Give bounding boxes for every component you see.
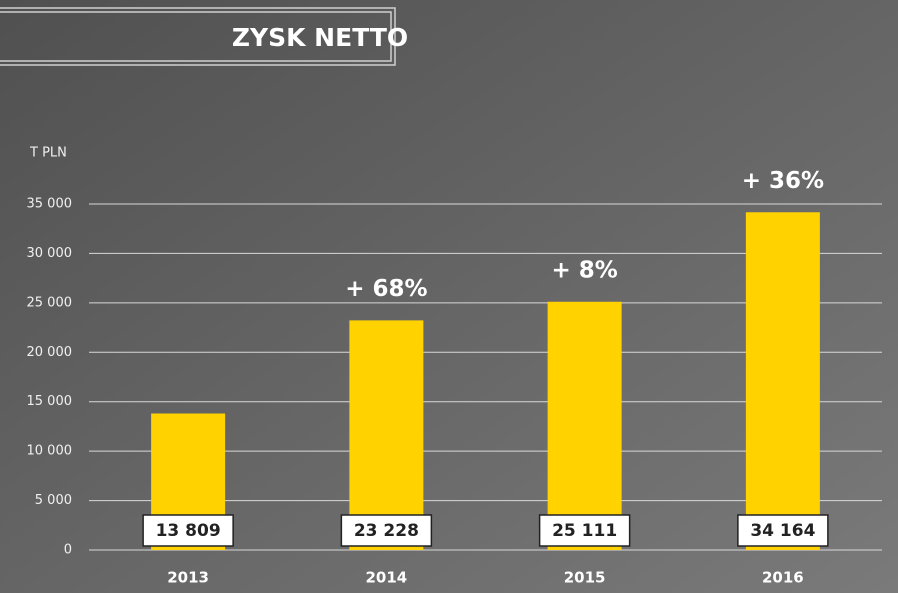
y-tick-label: 30 000 [27,246,73,261]
y-tick-label: 10 000 [27,444,73,459]
value-label-box [538,514,631,547]
value-label-box [340,514,433,547]
chart-title: ZYSK NETTO [232,23,408,52]
bar [349,320,424,550]
y-tick-label: 20 000 [27,345,73,360]
value-label: 13 809 [156,521,221,541]
bar [547,301,622,550]
y-axis-label: T PLN [29,146,67,161]
x-tick-label: 2014 [366,569,408,587]
value-label: 34 164 [750,521,815,541]
value-label-box [737,514,829,547]
x-tick-label: 2015 [564,569,606,587]
y-tick-label: 5 000 [35,493,72,508]
x-tick-label: 2016 [762,569,804,587]
value-label: 25 111 [552,521,617,541]
bar [745,212,820,550]
y-tick-label: 0 [64,543,72,558]
growth-label: + 8% [551,257,617,283]
growth-label: + 36% [742,168,824,194]
y-tick-label: 25 000 [27,295,73,310]
title-frame [0,7,396,66]
growth-label: + 68% [345,276,427,302]
x-tick-label: 2013 [167,569,209,587]
y-tick-label: 35 000 [27,197,73,212]
value-label-box [142,514,234,547]
y-tick-label: 15 000 [27,394,73,409]
value-label: 23 228 [354,521,419,541]
